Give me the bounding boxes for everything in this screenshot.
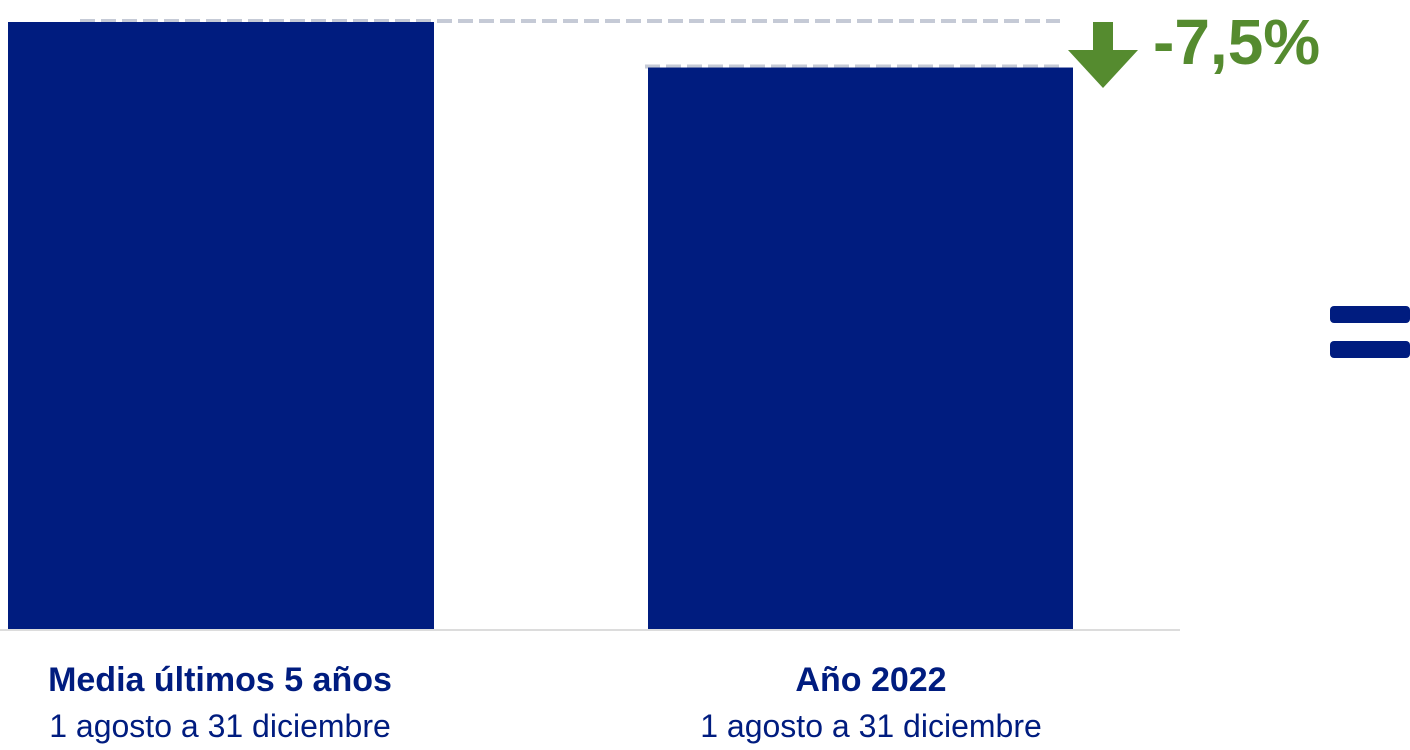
equals-icon	[1330, 306, 1410, 358]
category-subtitle-ano-2022: 1 agosto a 31 diciembre	[700, 708, 1042, 744]
category-subtitle-media-ultimos-5-anos: 1 agosto a 31 diciembre	[49, 708, 391, 744]
percent-change-label: -7,5%	[1153, 6, 1321, 78]
category-label-media-ultimos-5-anos: Media últimos 5 años	[48, 661, 392, 699]
bar-ano-2022	[648, 67, 1073, 629]
bar-media-ultimos-5-anos	[8, 22, 434, 629]
category-label-ano-2022: Año 2022	[795, 661, 947, 699]
arrow-down-icon	[1068, 22, 1138, 88]
